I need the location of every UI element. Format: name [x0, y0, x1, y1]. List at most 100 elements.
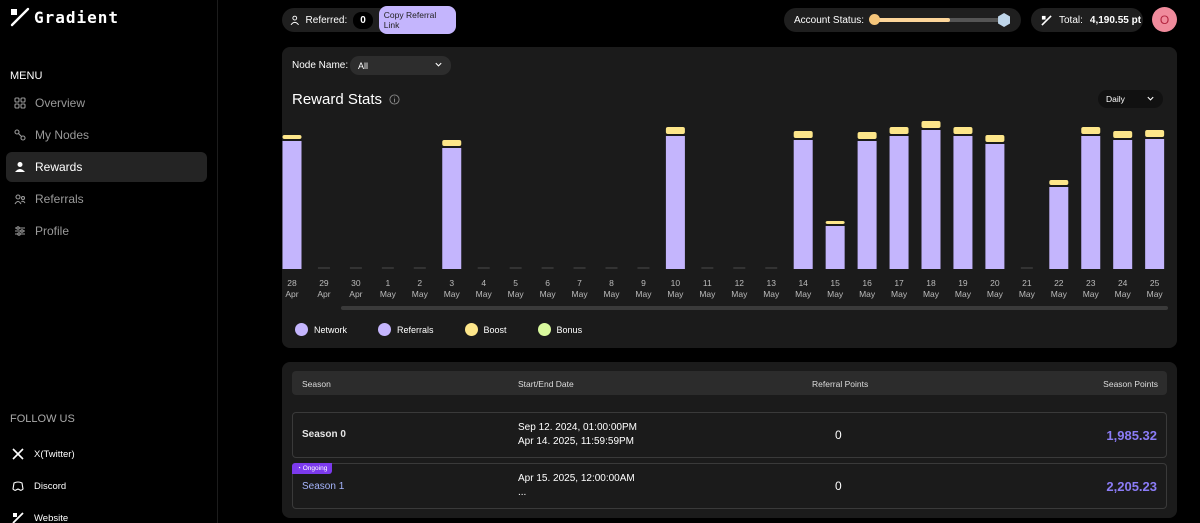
x-tick-month: May	[476, 289, 493, 299]
social-label: X(Twitter)	[34, 448, 75, 460]
avatar[interactable]: O	[1152, 7, 1177, 32]
bar-network[interactable]	[985, 144, 1005, 269]
legend-item-network[interactable]: Network	[295, 323, 347, 336]
menu-title: MENU	[10, 70, 43, 82]
social-links: X(Twitter) Discord Website	[12, 438, 75, 523]
bar-network[interactable]	[825, 226, 845, 269]
x-tick-day: 3	[449, 278, 454, 288]
season-end: Apr 14. 2025, 11:59:59PM	[518, 436, 635, 447]
info-icon[interactable]	[389, 94, 400, 105]
bar-network[interactable]	[921, 130, 941, 269]
legend-label: Network	[314, 324, 348, 335]
sidebar-item-my-nodes[interactable]: My Nodes	[6, 120, 207, 150]
nodes-icon	[14, 129, 26, 141]
x-tick-month: Apr	[317, 289, 330, 299]
bar-zero	[733, 267, 746, 269]
x-tick-month: Apr	[349, 289, 362, 299]
bar-zero	[605, 267, 618, 269]
total-value: 4,190.55 pt	[1089, 14, 1142, 26]
bar-boost[interactable]	[953, 127, 973, 134]
sidebar-nav: Overview My Nodes Rewards Referrals Prof…	[6, 88, 207, 248]
node-name-select[interactable]: All	[350, 56, 451, 75]
season-name: Season 1	[302, 481, 345, 492]
bar-zero	[637, 267, 650, 269]
bar-network[interactable]	[857, 141, 877, 269]
bar-boost[interactable]	[921, 121, 941, 128]
x-tick-day: 14	[798, 278, 808, 288]
x-tick-month: May	[955, 289, 972, 299]
chevron-down-icon	[1147, 96, 1154, 101]
x-tick-month: May	[1019, 289, 1036, 299]
bar-boost[interactable]	[1113, 131, 1133, 138]
bar-network[interactable]	[953, 136, 973, 269]
bar-network[interactable]	[1113, 140, 1133, 269]
bar-boost[interactable]	[1049, 180, 1069, 185]
bar-network[interactable]	[1081, 136, 1101, 269]
x-tick-day: 6	[545, 278, 550, 288]
bar-boost[interactable]	[1081, 127, 1101, 134]
x-tick-day: 10	[671, 278, 681, 288]
x-tick-month: May	[1083, 289, 1100, 299]
sidebar-item-profile[interactable]: Profile	[6, 216, 207, 246]
header-season: Season	[302, 379, 331, 389]
bar-boost[interactable]	[793, 131, 813, 138]
sidebar-item-rewards[interactable]: Rewards	[6, 152, 207, 182]
total-points-pill: Total: 4,190.55 pt	[1031, 8, 1143, 32]
bar-network[interactable]	[889, 136, 909, 269]
user-icon	[290, 15, 299, 25]
social-link-twitter[interactable]: X(Twitter)	[12, 438, 75, 470]
bar-boost[interactable]	[825, 221, 845, 224]
legend-item-boost[interactable]: Boost	[464, 323, 507, 336]
chart-scrollbar[interactable]	[341, 306, 1168, 310]
logo[interactable]: Gradient	[10, 7, 119, 27]
x-tick-day: 17	[894, 278, 904, 288]
x-tick-day: 12	[735, 278, 745, 288]
bar-network[interactable]	[282, 141, 302, 269]
social-link-discord[interactable]: Discord	[12, 470, 75, 502]
sidebar-item-label: Profile	[35, 224, 70, 238]
referrals-icon	[14, 194, 26, 205]
bar-boost[interactable]	[665, 127, 685, 134]
x-tick-month: May	[763, 289, 780, 299]
x-tick-month: May	[859, 289, 876, 299]
sidebar-item-referrals[interactable]: Referrals	[6, 184, 207, 214]
bar-network[interactable]	[793, 140, 813, 269]
bar-boost[interactable]	[985, 135, 1005, 142]
period-value: Daily	[1106, 94, 1125, 104]
x-tick-day: 11	[703, 278, 712, 288]
table-row[interactable]: Season 0 Sep 12. 2024, 01:00:00PM Apr 14…	[292, 412, 1167, 458]
period-select[interactable]: Daily	[1098, 90, 1163, 108]
bar-zero	[381, 267, 394, 269]
bar-boost[interactable]	[282, 135, 302, 139]
account-status-pill: Account Status:	[784, 8, 1021, 32]
sidebar-item-overview[interactable]: Overview	[6, 88, 207, 118]
legend-label: Bonus	[556, 324, 583, 335]
status-start-icon	[869, 14, 881, 25]
legend-swatch	[537, 323, 551, 336]
bar-zero	[349, 267, 362, 269]
referred-label: Referred:	[305, 14, 348, 26]
x-tick-day: 16	[862, 278, 872, 288]
bar-network[interactable]	[1145, 139, 1165, 269]
bar-zero	[573, 267, 586, 269]
sidebar-item-label: My Nodes	[35, 128, 90, 142]
bar-boost[interactable]	[889, 127, 909, 134]
x-tick-day: 8	[609, 278, 614, 288]
reward-stats-title-text: Reward Stats	[292, 91, 383, 108]
bar-boost[interactable]	[857, 132, 877, 139]
bar-boost[interactable]	[1145, 130, 1165, 137]
legend-item-bonus[interactable]: Bonus	[537, 323, 583, 336]
ongoing-badge-text: Ongoing	[302, 465, 328, 472]
bar-network[interactable]	[442, 148, 462, 269]
table-row[interactable]: ◔ Ongoing Season 1 Apr 15. 2025, 12:00:0…	[292, 463, 1167, 509]
bar-network[interactable]	[1049, 187, 1069, 269]
bar-network[interactable]	[665, 136, 685, 269]
bar-boost[interactable]	[442, 140, 462, 146]
social-link-website[interactable]: Website	[12, 502, 75, 523]
sidebar: Gradient MENU Overview My Nodes Rewards …	[0, 0, 218, 523]
legend-label: Referrals	[397, 324, 434, 335]
legend-item-referrals[interactable]: Referrals	[378, 323, 434, 336]
x-tick-month: May	[572, 289, 589, 299]
table-header: Season Start/End Date Referral Points Se…	[292, 371, 1167, 395]
copy-referral-link-button[interactable]: Copy Referral Link	[378, 6, 456, 34]
